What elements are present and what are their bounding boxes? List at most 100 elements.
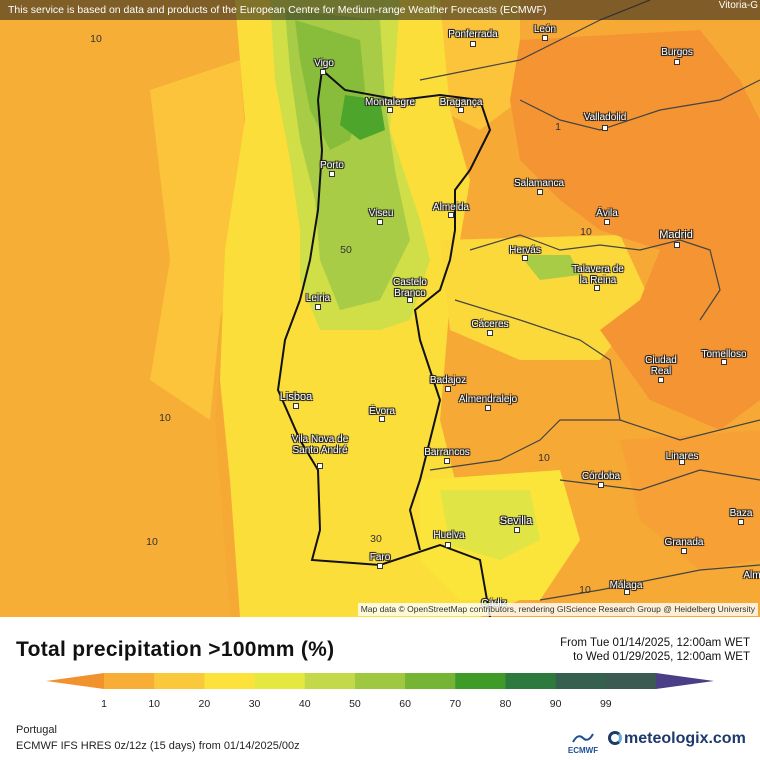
city-marker bbox=[681, 548, 687, 554]
legend-swatch bbox=[354, 673, 406, 689]
city-label-linares[interactable]: Linares bbox=[665, 451, 699, 462]
map-canvas bbox=[0, 0, 760, 617]
legend-swatch bbox=[104, 673, 155, 689]
city-marker bbox=[445, 386, 451, 392]
city-label-sevilla[interactable]: Sevilla bbox=[499, 515, 533, 527]
city-marker bbox=[604, 219, 610, 225]
city-label-almendralejo[interactable]: Almendralejo bbox=[458, 394, 518, 405]
city-marker bbox=[721, 359, 727, 365]
city-label-burgos[interactable]: Burgos bbox=[661, 47, 693, 58]
city-marker bbox=[444, 458, 450, 464]
city-label-hervas[interactable]: Hervás bbox=[509, 245, 541, 256]
city-label-barrancos[interactable]: Barrancos bbox=[424, 447, 470, 458]
city-label-lisboa[interactable]: Lisboa bbox=[279, 391, 313, 403]
city-label-castelo-branco[interactable]: Castelo Branco bbox=[393, 277, 427, 299]
city-label-baza[interactable]: Baza bbox=[729, 508, 753, 519]
city-marker bbox=[598, 482, 604, 488]
city-label-ponferrada[interactable]: Ponferrada bbox=[448, 29, 498, 40]
contour-label: 10 bbox=[538, 452, 550, 464]
city-marker bbox=[487, 330, 493, 336]
spain-dark-orange bbox=[510, 30, 760, 430]
inland-yellow bbox=[440, 235, 650, 360]
ecmwf-notice-banner: This service is based on data and produc… bbox=[0, 0, 760, 20]
city-marker bbox=[315, 304, 321, 310]
andalucia-orange bbox=[620, 430, 760, 570]
city-marker bbox=[679, 459, 685, 465]
date-from: From Tue 01/14/2025, 12:00am WET bbox=[560, 637, 750, 649]
contour-label: 30 bbox=[370, 533, 382, 545]
city-marker bbox=[674, 59, 680, 65]
legend-colorbar bbox=[46, 673, 714, 689]
legend-swatch bbox=[304, 673, 356, 689]
city-marker bbox=[377, 563, 383, 569]
city-label-montalegre[interactable]: Montalegre bbox=[364, 97, 416, 108]
city-marker bbox=[377, 219, 383, 225]
legend-arrow-low bbox=[46, 673, 104, 689]
city-label-viseu[interactable]: Viseu bbox=[368, 208, 394, 219]
contour-label: 10 bbox=[90, 33, 102, 45]
city-label-caceres[interactable]: Cáceres bbox=[471, 319, 509, 330]
city-marker bbox=[293, 403, 299, 409]
contour-label: 10 bbox=[579, 584, 591, 596]
city-label-braganca[interactable]: Bragança bbox=[439, 97, 483, 108]
city-label-madrid[interactable]: Madrid bbox=[659, 229, 693, 241]
city-label-vila-nova-de-santo-andre[interactable]: Vila Nova de Santo André bbox=[291, 434, 349, 456]
meteologix-logo-text: meteologix.com bbox=[624, 730, 746, 747]
city-label-salamanca[interactable]: Salamanca bbox=[513, 178, 565, 189]
city-label-leon[interactable]: León bbox=[533, 24, 557, 35]
city-label-ciudad-real[interactable]: Ciudad Real bbox=[645, 355, 677, 377]
legend-tick-label: 1 bbox=[101, 698, 107, 710]
city-label-talavera[interactable]: Talavera de la Reina bbox=[572, 264, 624, 286]
meteologix-logo[interactable]: meteologix.com bbox=[608, 730, 746, 748]
city-label-badajoz[interactable]: Badajoz bbox=[429, 375, 467, 386]
city-label-valladolid[interactable]: Valladolid bbox=[583, 112, 627, 123]
contour-label: 10 bbox=[580, 226, 592, 238]
legend-tick-label: 80 bbox=[499, 698, 512, 710]
city-label-huelva[interactable]: Huelva bbox=[433, 530, 465, 541]
city-label-malaga[interactable]: Málaga bbox=[609, 580, 643, 591]
city-label-vigo[interactable]: Vigo bbox=[314, 58, 334, 69]
city-marker bbox=[458, 107, 464, 113]
meteologix-mark-icon bbox=[608, 731, 622, 745]
city-marker bbox=[594, 285, 600, 291]
legend-tick-label: 10 bbox=[148, 698, 161, 710]
city-marker bbox=[522, 255, 528, 261]
legend-tick-label: 90 bbox=[549, 698, 562, 710]
legend-tick-label: 30 bbox=[248, 698, 261, 710]
city-label-avila[interactable]: Ávila bbox=[596, 208, 618, 219]
map-attribution[interactable]: Map data © OpenStreetMap contributors, r… bbox=[357, 603, 758, 616]
city-marker bbox=[658, 377, 664, 383]
city-label-granada[interactable]: Granada bbox=[664, 537, 704, 548]
city-label-tomelloso[interactable]: Tomelloso bbox=[701, 349, 747, 360]
precipitation-map[interactable]: This service is based on data and produc… bbox=[0, 0, 760, 617]
city-label-leiria[interactable]: Leiria bbox=[305, 293, 331, 304]
city-label-cordoba[interactable]: Córdoba bbox=[581, 471, 621, 482]
legend-swatch bbox=[555, 673, 607, 689]
offshore-light-zone bbox=[150, 60, 250, 420]
city-label-faro[interactable]: Faro bbox=[369, 552, 391, 563]
city-marker bbox=[329, 171, 335, 177]
model-info: ECMWF IFS HRES 0z/12z (15 days) from 01/… bbox=[16, 740, 300, 752]
city-label-alm-cut[interactable]: Alm bbox=[743, 570, 760, 581]
contour-label: 50 bbox=[340, 244, 352, 256]
legend-tick-label: 70 bbox=[449, 698, 462, 710]
south-lightgreen bbox=[440, 490, 540, 560]
city-marker bbox=[387, 107, 393, 113]
coastline bbox=[276, 69, 491, 617]
city-marker bbox=[470, 41, 476, 47]
legend-swatch bbox=[154, 673, 205, 689]
region-label: Portugal bbox=[16, 724, 57, 736]
contour-label: 1 bbox=[555, 121, 561, 133]
legend-swatch bbox=[204, 673, 256, 689]
city-label-almeida[interactable]: Almeida bbox=[432, 202, 470, 213]
cut-city-label: Vitoria-G bbox=[718, 0, 758, 11]
city-marker bbox=[738, 519, 744, 525]
city-label-porto[interactable]: Porto bbox=[320, 160, 344, 171]
legend-swatch bbox=[455, 673, 506, 689]
ecmwf-logo[interactable]: ECMWF bbox=[563, 732, 603, 756]
city-label-evora[interactable]: Évora bbox=[368, 406, 396, 417]
city-marker bbox=[448, 212, 454, 218]
legend-swatch bbox=[254, 673, 306, 689]
city-marker bbox=[624, 589, 630, 595]
legend-tick-label: 20 bbox=[198, 698, 211, 710]
